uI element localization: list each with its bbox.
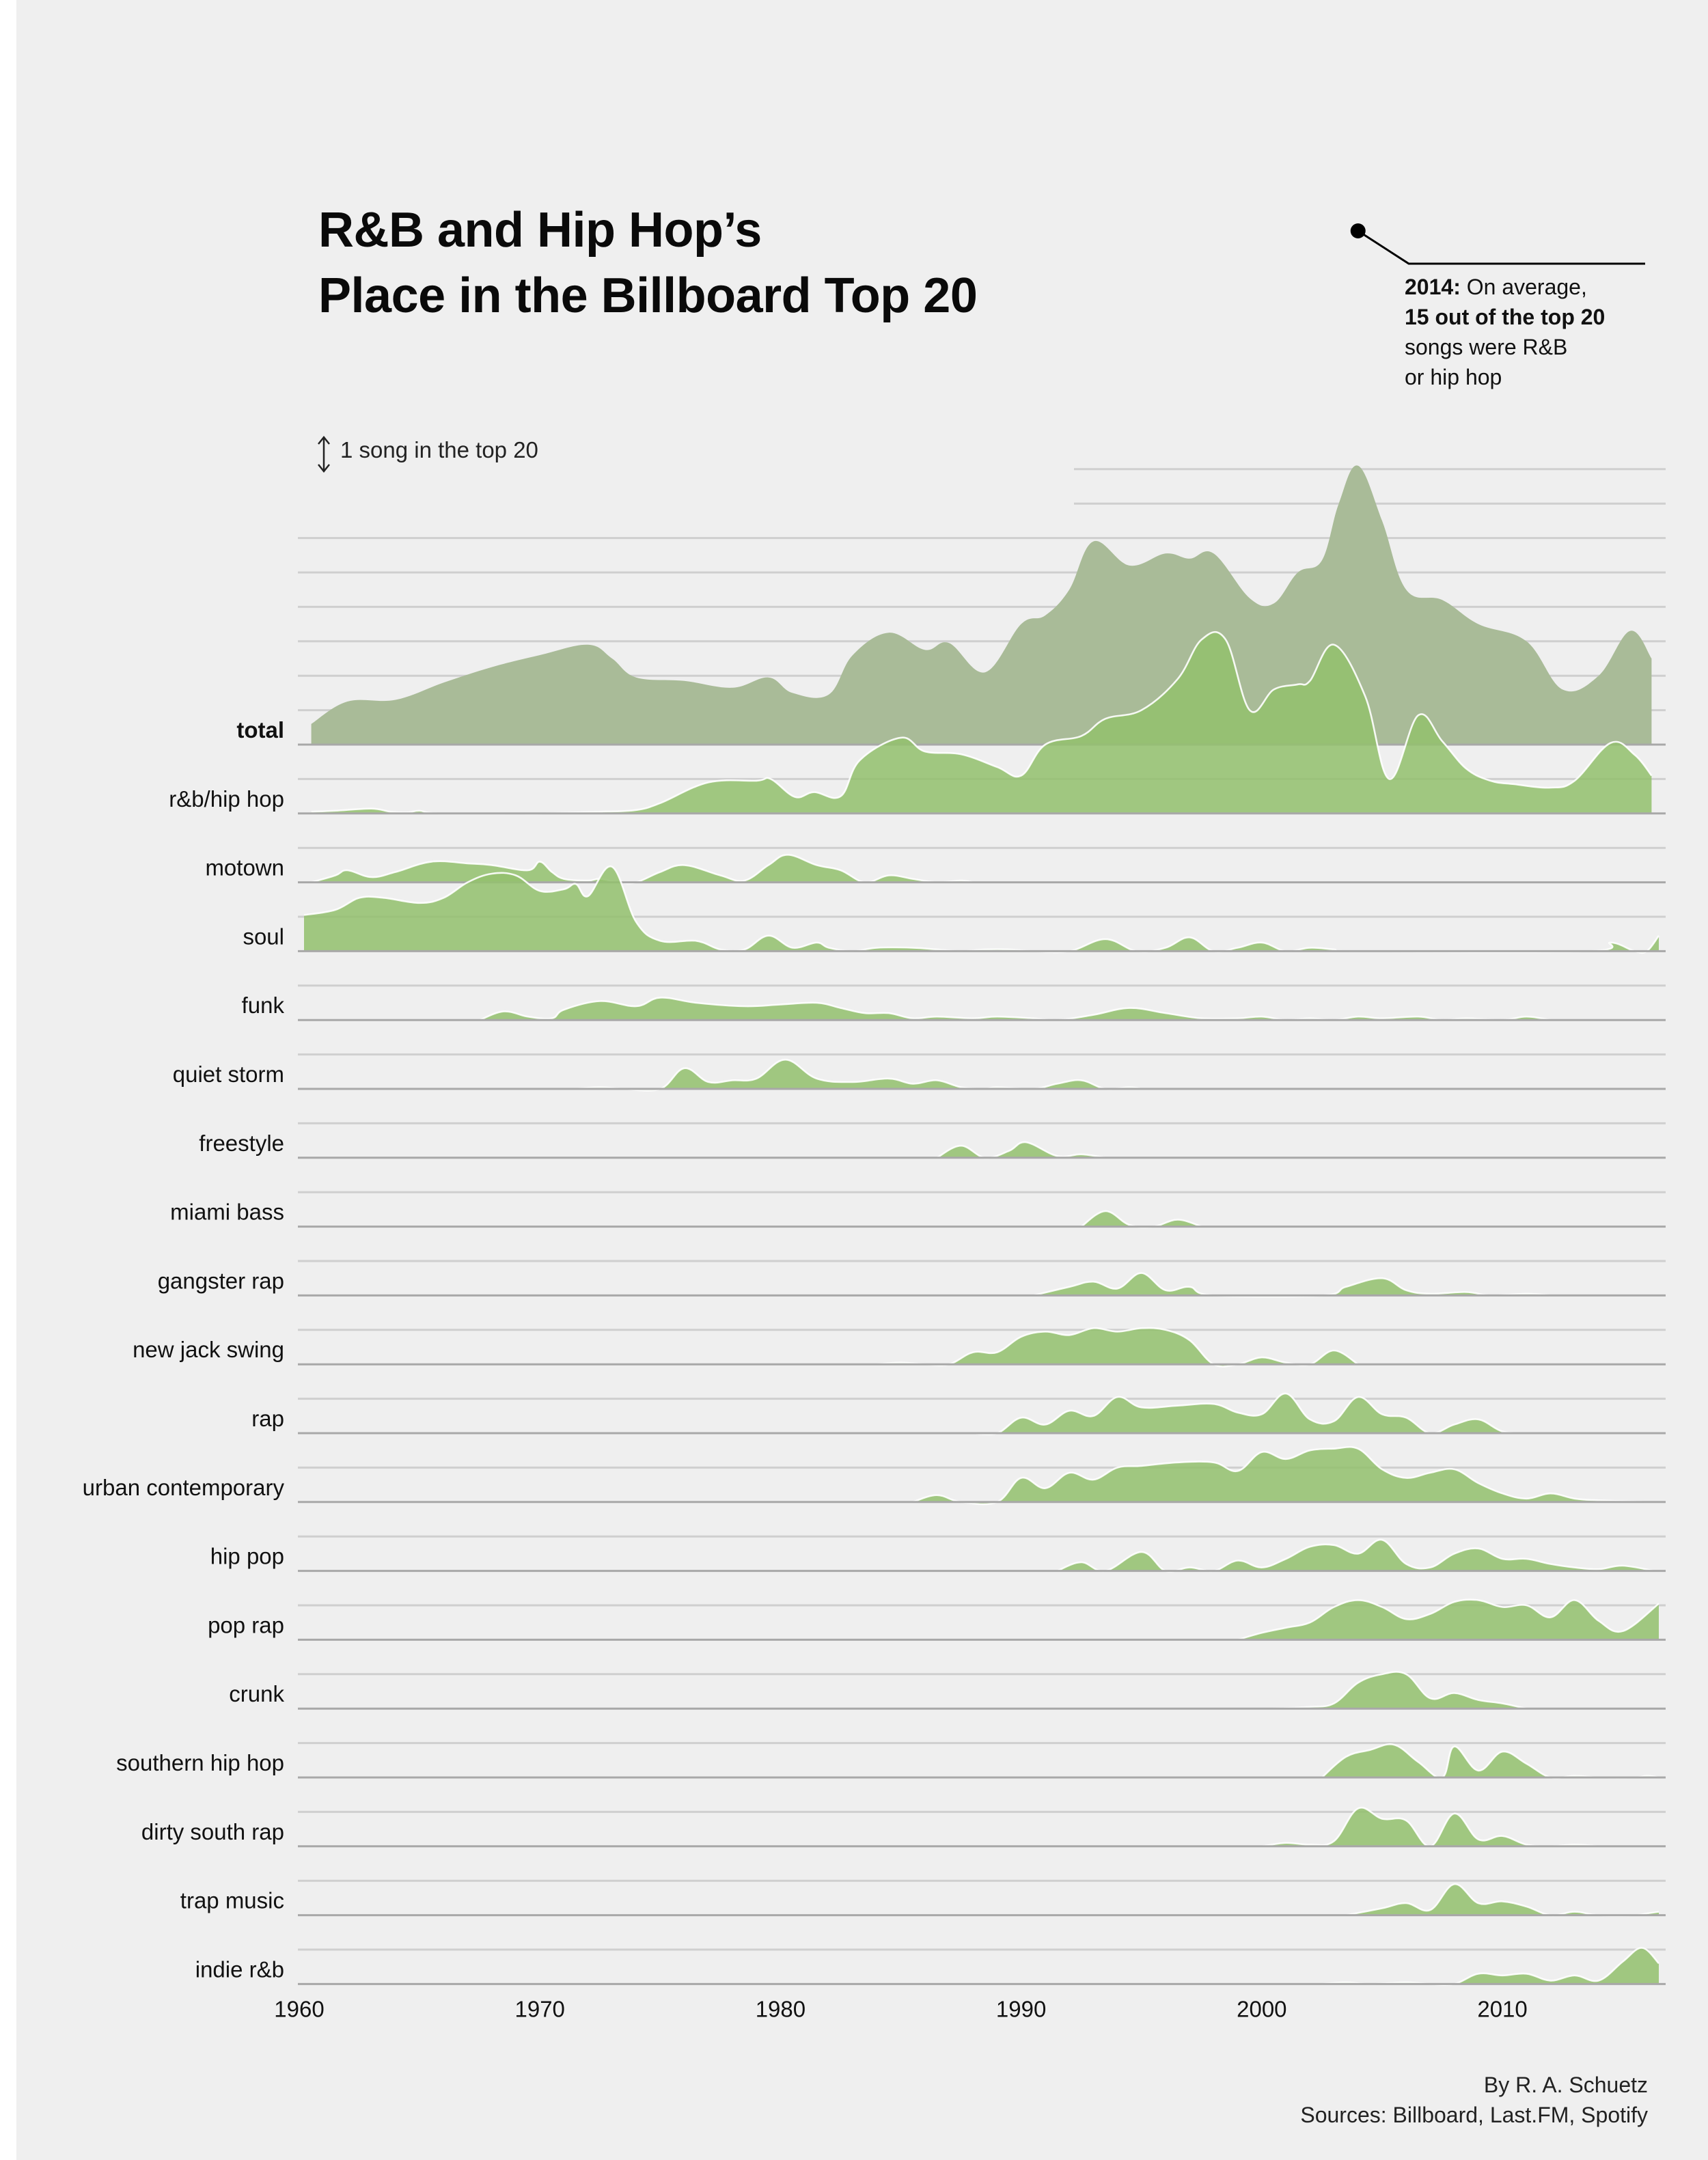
area-total bbox=[311, 465, 1652, 745]
area-rap bbox=[973, 1393, 1527, 1435]
annotation-line-2: 15 out of the top 20 bbox=[1405, 305, 1605, 330]
axis-labels: total r&b/hip hop motown soul funk quiet stor… bbox=[83, 717, 1528, 2021]
area-motown bbox=[311, 855, 974, 884]
grid-lines bbox=[298, 468, 1666, 1951]
outline-quiet-storm bbox=[575, 1058, 1142, 1092]
row-label: r&b/hip hop bbox=[169, 786, 284, 812]
area-crunk bbox=[1273, 1672, 1527, 1709]
row-label: urban contemporary bbox=[83, 1475, 285, 1500]
annotation-bold-text: 15 out of the top 20 bbox=[1405, 305, 1606, 329]
outline-new-jack-swing bbox=[877, 1327, 1359, 1368]
row-label: gangster rap bbox=[158, 1268, 284, 1293]
scale-arrow-down bbox=[318, 464, 330, 473]
area-soul bbox=[304, 866, 1659, 953]
outline-freestyle bbox=[936, 1141, 1106, 1159]
scale-arrow-up bbox=[318, 435, 330, 445]
area-hip-pop bbox=[1057, 1539, 1654, 1572]
chart-title-line-1: R&B and Hip Hop’s bbox=[318, 203, 762, 258]
x-tick-label: 1970 bbox=[515, 1996, 565, 2021]
area-r-b-hip-hop bbox=[311, 632, 1652, 814]
row-label: indie r&b bbox=[195, 1956, 284, 1982]
outline-funk bbox=[479, 997, 1551, 1021]
row-label: rap bbox=[251, 1406, 284, 1431]
row-label: quiet storm bbox=[173, 1062, 284, 1087]
outline-soul bbox=[303, 866, 1660, 954]
outline-crunk bbox=[1273, 1671, 1527, 1710]
area-series bbox=[298, 465, 1666, 1986]
credit-sources: Sources: Billboard, Last.FM, Spotify bbox=[1300, 2103, 1648, 2127]
area-quiet-storm bbox=[576, 1060, 1142, 1091]
area-dirty-south-rap bbox=[1261, 1808, 1599, 1846]
annotation-text-1: On average, bbox=[1466, 275, 1587, 299]
credit-author: By R. A. Schuetz bbox=[1483, 2073, 1648, 2097]
chart-panel bbox=[16, 0, 1708, 2160]
row-label: crunk bbox=[229, 1681, 284, 1706]
scale-note: 1 song in the top 20 bbox=[340, 437, 538, 462]
x-tick-label: 1990 bbox=[996, 1996, 1046, 2021]
x-tick-label: 1980 bbox=[756, 1996, 805, 2021]
annotation-marks bbox=[318, 223, 1645, 473]
row-label: hip pop bbox=[210, 1544, 284, 1569]
row-label: new jack swing bbox=[133, 1337, 284, 1362]
area-gangster-rap bbox=[1033, 1273, 1551, 1297]
area-trap-music bbox=[1346, 1884, 1659, 1916]
x-tick-label: 2000 bbox=[1237, 1996, 1286, 2021]
outline-dirty-south-rap bbox=[1261, 1806, 1599, 1848]
outline-pop-rap bbox=[1237, 1598, 1659, 1641]
row-label: motown bbox=[205, 855, 284, 881]
row-label: miami bass bbox=[170, 1200, 284, 1225]
annotation-line-3: songs were R&B bbox=[1405, 335, 1568, 359]
outline-urban-contemporary bbox=[912, 1445, 1647, 1506]
area-indie-r-b bbox=[1321, 1948, 1659, 1985]
area-freestyle bbox=[937, 1141, 1105, 1158]
area-new-jack-swing bbox=[877, 1328, 1358, 1367]
annotation-year: 2014: bbox=[1405, 275, 1461, 299]
area-urban-contemporary bbox=[913, 1447, 1647, 1505]
row-label: trap music bbox=[180, 1888, 284, 1913]
annotation-line-4: or hip hop bbox=[1405, 365, 1502, 389]
chart-title-line-2: Place in the Billboard Top 20 bbox=[318, 268, 978, 323]
row-label: funk bbox=[242, 993, 285, 1018]
row-label: total bbox=[236, 717, 284, 743]
row-label: pop rap bbox=[208, 1612, 284, 1637]
row-label: dirty south rap bbox=[141, 1819, 284, 1844]
x-tick-label: 1960 bbox=[274, 1996, 324, 2021]
area-funk bbox=[480, 997, 1551, 1021]
annotation-leader-line bbox=[1357, 230, 1645, 265]
area-miami-bass bbox=[1081, 1210, 1202, 1228]
area-pop-rap bbox=[1237, 1599, 1659, 1640]
annotation-line-1: 2014: On average, bbox=[1405, 275, 1587, 300]
row-label: southern hip hop bbox=[116, 1750, 284, 1775]
x-tick-label: 2010 bbox=[1477, 1996, 1527, 2021]
row-label: soul bbox=[243, 924, 284, 949]
row-label: freestyle bbox=[199, 1131, 284, 1156]
